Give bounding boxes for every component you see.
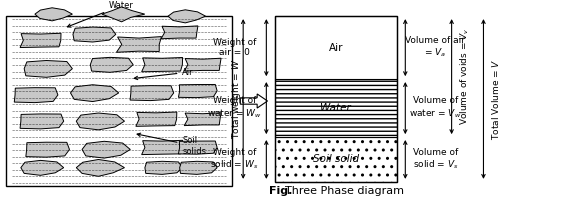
- Polygon shape: [136, 112, 177, 126]
- Bar: [6, 16, 232, 186]
- Polygon shape: [116, 37, 162, 52]
- Polygon shape: [178, 84, 217, 98]
- Text: Weight of
solid = $W_s$: Weight of solid = $W_s$: [210, 148, 259, 171]
- Polygon shape: [240, 94, 267, 108]
- Polygon shape: [184, 58, 221, 71]
- Bar: [275, 79, 397, 137]
- Text: Total weight = $W$: Total weight = $W$: [230, 59, 243, 139]
- Polygon shape: [168, 10, 206, 23]
- Polygon shape: [179, 161, 217, 174]
- Text: Water: Water: [67, 1, 134, 27]
- Text: Soil solid: Soil solid: [313, 155, 359, 164]
- Polygon shape: [142, 58, 182, 72]
- Polygon shape: [145, 161, 182, 174]
- Polygon shape: [14, 88, 58, 103]
- Text: Weight of
water = $W_w$: Weight of water = $W_w$: [207, 96, 262, 120]
- Polygon shape: [130, 86, 174, 101]
- Polygon shape: [178, 141, 217, 154]
- Polygon shape: [184, 113, 221, 126]
- Polygon shape: [76, 160, 124, 176]
- Text: Air: Air: [328, 43, 343, 53]
- Text: Weight of
air = 0: Weight of air = 0: [213, 38, 256, 57]
- Text: Volume of air
= $V_a$: Volume of air = $V_a$: [405, 36, 466, 59]
- Polygon shape: [90, 57, 133, 72]
- Text: Fig.: Fig.: [269, 186, 292, 196]
- Polygon shape: [161, 26, 198, 39]
- Polygon shape: [26, 142, 69, 157]
- Polygon shape: [102, 7, 145, 22]
- Polygon shape: [35, 8, 72, 21]
- Text: Water: Water: [320, 103, 351, 113]
- Text: Three Phase diagram: Three Phase diagram: [285, 186, 405, 196]
- Polygon shape: [76, 113, 124, 130]
- Polygon shape: [73, 27, 116, 42]
- Text: Soil
solids: Soil solids: [137, 133, 206, 156]
- Bar: [275, 16, 397, 182]
- Polygon shape: [24, 61, 72, 77]
- Polygon shape: [20, 114, 64, 129]
- Polygon shape: [20, 33, 61, 47]
- Text: Total Volume = $V$: Total Volume = $V$: [490, 58, 501, 140]
- Text: Volume of voids = $V_v$: Volume of voids = $V_v$: [459, 28, 471, 125]
- Polygon shape: [21, 160, 64, 175]
- Text: Volume of
water = $V_w$: Volume of water = $V_w$: [409, 96, 461, 120]
- Text: Air: Air: [134, 68, 194, 80]
- Polygon shape: [71, 85, 119, 102]
- Bar: [275, 137, 397, 182]
- Polygon shape: [142, 140, 182, 155]
- Bar: [275, 16, 397, 79]
- Polygon shape: [82, 141, 130, 158]
- Text: Volume of
solid = $V_s$: Volume of solid = $V_s$: [413, 148, 458, 171]
